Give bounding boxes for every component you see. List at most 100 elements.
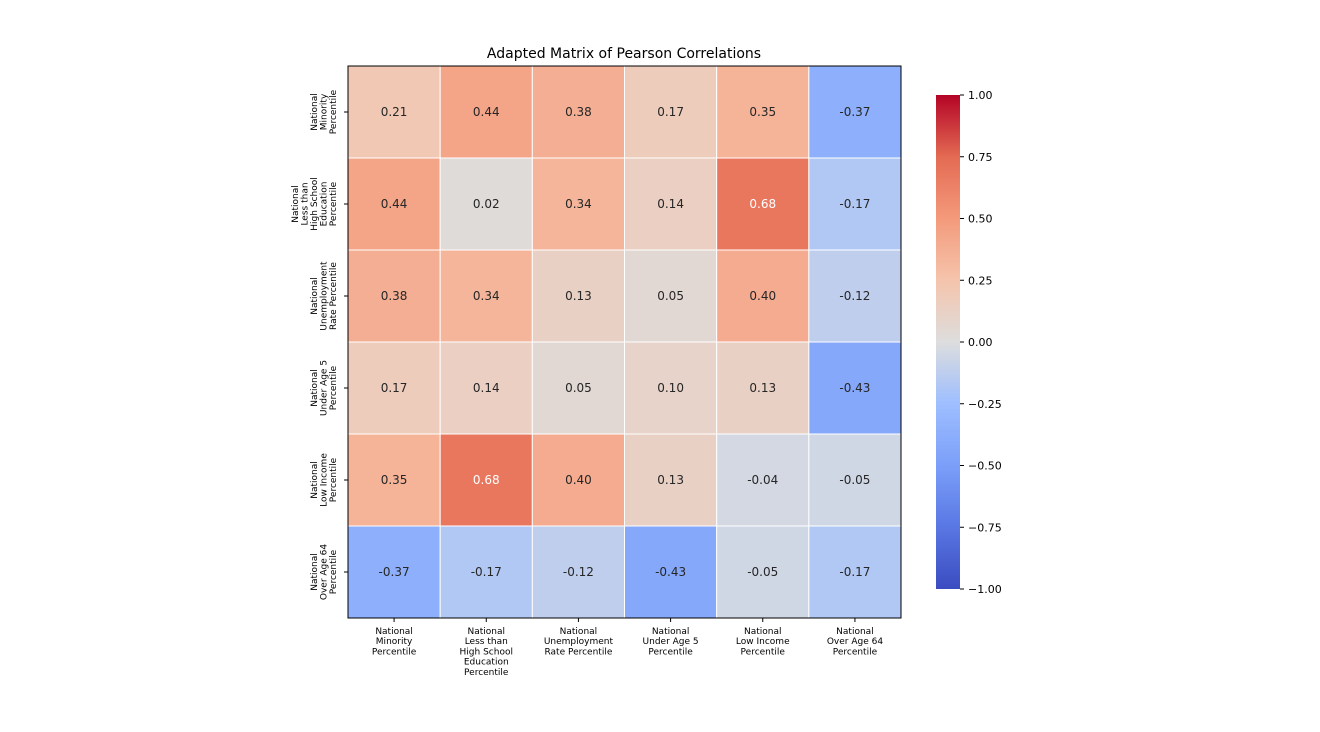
colorbar: 1.00 0.75 0.50 0.25 0.00 −0.25 −0.50 −0.75 −1.00 xyxy=(936,89,1002,596)
column-tick-label-line: Education xyxy=(464,658,509,668)
heatmap-cell xyxy=(439,341,533,435)
heatmap-frame xyxy=(347,65,902,619)
column-tick-label-line: Percentile xyxy=(372,647,417,657)
cell-value-label: 0.40 xyxy=(565,473,592,487)
cell-value-label: 0.34 xyxy=(473,289,500,303)
colorbar-tick-label: 0.50 xyxy=(968,213,993,226)
heatmap-cell xyxy=(808,249,902,343)
row-tick-label-line: National xyxy=(310,93,320,131)
column-tick-label-line: High School xyxy=(460,647,513,657)
cell-value-label: -0.37 xyxy=(839,105,870,119)
column-tick-label-line: Percentile xyxy=(741,647,786,657)
row-tick-label-line: Percentile xyxy=(329,365,339,410)
heatmap-cell xyxy=(624,433,718,527)
cell-value-label: -0.37 xyxy=(379,565,410,579)
heatmap-cell xyxy=(808,525,902,619)
cell-value-label: 0.44 xyxy=(381,197,408,211)
cell-value-label: -0.17 xyxy=(839,197,870,211)
cell-value-label: 0.44 xyxy=(473,105,500,119)
column-tick-label-line: Under Age 5 xyxy=(643,637,699,647)
heatmap-cell xyxy=(624,65,718,159)
column-tick-label-line: Percentile xyxy=(464,668,509,678)
row-tick-label-line: Percentile xyxy=(329,89,339,134)
heatmap-cell xyxy=(716,65,810,159)
row-tick-label-line: Under Age 5 xyxy=(320,360,330,416)
heatmap-cell xyxy=(531,433,626,527)
row-tick-label-line: National xyxy=(310,369,320,407)
cell-value-label: 0.17 xyxy=(381,381,408,395)
cell-value-label: 0.10 xyxy=(657,381,684,395)
cell-value-label: 0.68 xyxy=(749,197,776,211)
heatmap-cell xyxy=(716,341,810,435)
row-tick-label-line: Percentile xyxy=(329,549,339,594)
column-tick-label-line: Over Age 64 xyxy=(827,637,884,647)
row-tick-label-line: Over Age 64 xyxy=(320,544,330,601)
column-tick-label-line: National xyxy=(836,627,874,637)
cell-value-label: -0.12 xyxy=(839,289,870,303)
cell-value-label: 0.38 xyxy=(381,289,408,303)
cell-value-label: 0.35 xyxy=(381,473,408,487)
heatmap-cell xyxy=(624,249,718,343)
row-tick-label-line: Rate Percentile xyxy=(329,262,339,330)
heatmap-cell xyxy=(716,525,810,619)
colorbar-tick-label: −0.50 xyxy=(968,460,1002,473)
heatmap-cell xyxy=(347,341,441,435)
row-tick-label-line: National xyxy=(310,553,320,591)
colorbar-tick-label: −0.25 xyxy=(968,398,1002,411)
heatmap-cell xyxy=(808,157,902,251)
cell-value-label: -0.05 xyxy=(747,565,778,579)
cell-value-label: 0.38 xyxy=(565,105,592,119)
column-tick-label-line: National xyxy=(744,627,782,637)
row-tick-label-line: Low Income xyxy=(320,453,330,507)
heatmap-cells: 0.21 0.44 0.38 0.17 0.35 -0.37 0.44 0.02 0.34 0.1… xyxy=(347,65,902,619)
column-tick-label-line: Percentile xyxy=(648,647,693,657)
heatmap-cell xyxy=(347,525,441,619)
colorbar-tick-label: 0.25 xyxy=(968,274,993,287)
heatmap-cell xyxy=(439,249,533,343)
heatmap-cell xyxy=(624,341,718,435)
column-tick-label-line: Low Income xyxy=(736,637,790,647)
heatmap-cell xyxy=(531,341,626,435)
cell-value-label: 0.13 xyxy=(749,381,776,395)
colorbar-tick-label: 1.00 xyxy=(968,89,993,102)
row-tick-label-line: National xyxy=(310,277,320,315)
chart-title: Adapted Matrix of Pearson Correlations xyxy=(487,46,761,62)
cell-value-label: -0.43 xyxy=(839,381,870,395)
heatmap-cell xyxy=(808,65,902,159)
cell-value-label: 0.35 xyxy=(749,105,776,119)
column-tick-label-line: Less than xyxy=(465,637,508,647)
colorbar-tick-label: 0.75 xyxy=(968,151,993,164)
column-tick-label-line: National xyxy=(375,627,413,637)
cell-value-label: -0.04 xyxy=(747,473,778,487)
row-tick-label-line: National xyxy=(310,461,320,499)
column-tick-label-line: Rate Percentile xyxy=(544,647,612,657)
cell-value-label: 0.17 xyxy=(657,105,684,119)
row-tick-label-line: Less than xyxy=(301,182,311,225)
cell-value-label: 0.14 xyxy=(657,197,684,211)
row-tick-label-line: Education xyxy=(320,182,330,227)
cell-value-label: 0.13 xyxy=(657,473,684,487)
column-tick-label-line: National xyxy=(652,627,690,637)
cell-value-label: -0.12 xyxy=(563,565,594,579)
heatmap-cell xyxy=(347,249,441,343)
colorbar-tick-label: 0.00 xyxy=(968,336,993,349)
heatmap-cell xyxy=(347,65,441,159)
colorbar-tick-label: −1.00 xyxy=(968,583,1002,596)
heatmap-cell xyxy=(439,157,533,251)
cell-value-label: 0.13 xyxy=(565,289,592,303)
cell-value-label: -0.17 xyxy=(839,565,870,579)
row-tick-label-line: Unemployment xyxy=(320,261,330,331)
cell-value-label: 0.40 xyxy=(749,289,776,303)
cell-value-label: -0.17 xyxy=(471,565,502,579)
colorbar-gradient xyxy=(936,95,960,589)
row-tick-label-line: Percentile xyxy=(329,181,339,226)
column-tick-label-line: Percentile xyxy=(833,647,878,657)
column-tick-label-line: Minority xyxy=(376,637,413,647)
row-tick-label-line: National xyxy=(291,185,301,223)
column-tick-label-line: National xyxy=(560,627,598,637)
heatmap-cell xyxy=(624,157,718,251)
cell-value-label: 0.14 xyxy=(473,381,500,395)
